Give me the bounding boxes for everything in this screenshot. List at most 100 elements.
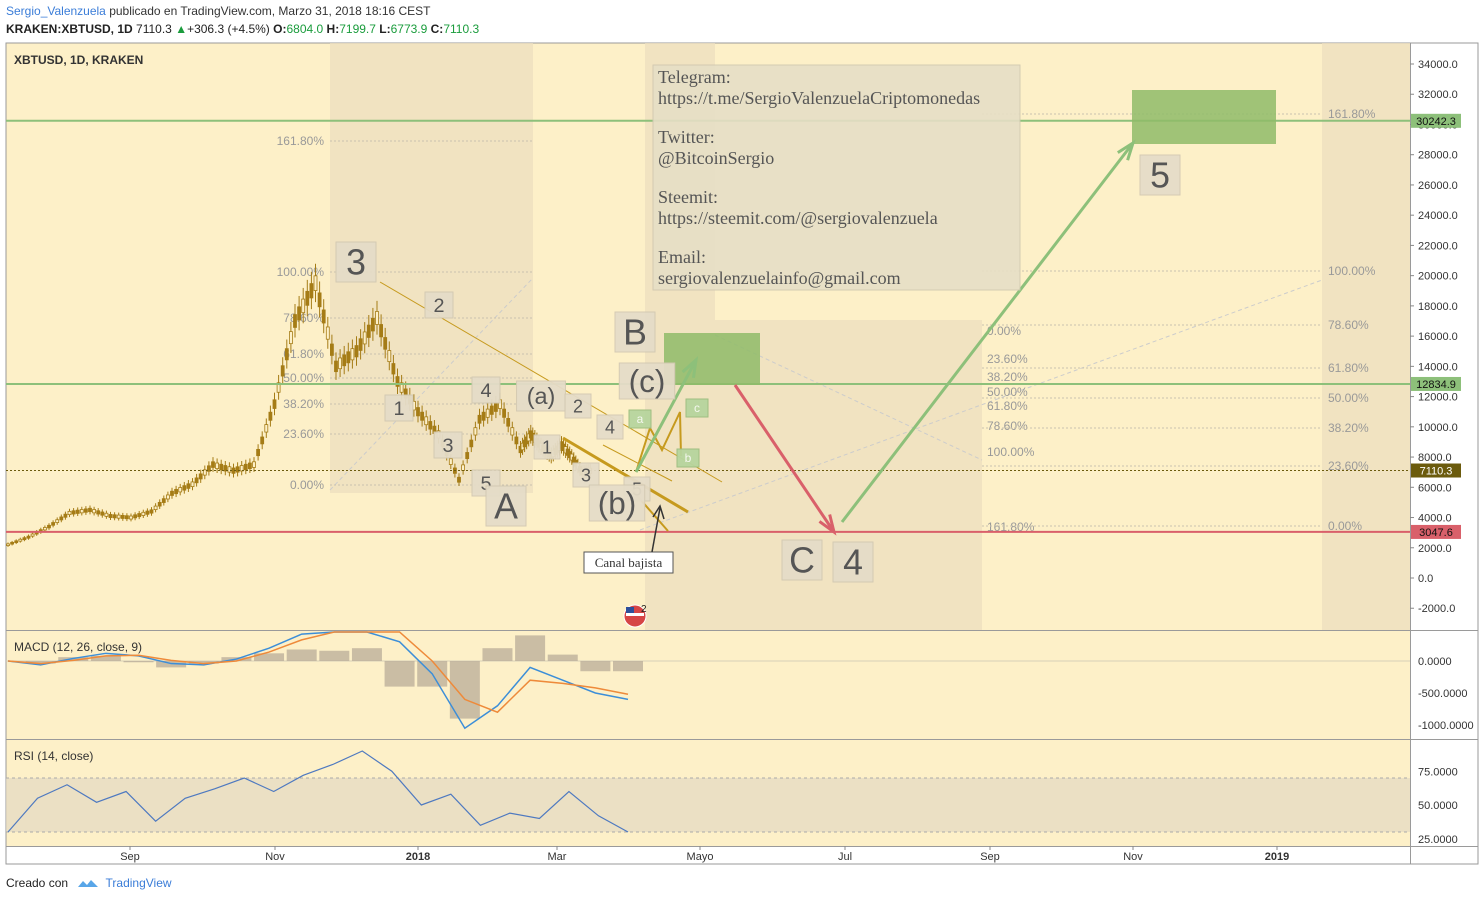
candle-body [223,465,228,472]
candle-body [186,483,191,489]
candle-body [514,436,519,445]
wave-label-box[interactable] [685,398,709,418]
time-tick-label: Mayo [687,851,714,863]
steemit-link[interactable]: https://steemit.com/@sergiovalenzuela [658,208,938,228]
wave-label: 5 [1150,155,1170,195]
bearish-arrow[interactable] [733,384,836,533]
fib-level-label: 38.20% [1328,421,1369,435]
candle-body [243,463,248,471]
wave-label-box[interactable] [676,448,700,468]
candle-body [420,411,425,421]
wave-label-box[interactable] [832,541,874,583]
macd-pane-title: MACD (12, 26, close, 9) [14,640,142,654]
target-zone-b[interactable] [664,333,760,385]
wave-label: (a) [527,383,556,409]
wave-label-box[interactable] [335,241,377,283]
macd-histogram-bar [515,635,546,661]
channel-line[interactable] [602,444,673,482]
fib-level-label: 50.00% [1328,391,1369,405]
fib-level-label: 23.60% [987,352,1028,366]
candle-body [342,354,347,367]
target-zone-5[interactable] [1132,90,1276,144]
candle-body [510,427,515,436]
candle-body [465,452,470,460]
price-level-tag-label: 7110.3 [1420,466,1453,478]
up-arrow-icon: ▲ [175,22,188,36]
price-tick-label: 22000.0 [1418,240,1458,252]
twitter-handle[interactable]: @BitcoinSergio [658,148,774,168]
candle-body [14,540,19,544]
chart-frame [5,42,1479,865]
footer: Creado con TradingView [6,876,172,890]
wave-label-box[interactable] [516,380,566,412]
author-link[interactable]: Sergio_Valenzuela [6,4,106,18]
candle-body [137,513,142,518]
candle-body [67,510,72,516]
channel-line[interactable] [562,436,689,514]
email-address[interactable]: sergiovalenzuelainfo@gmail.com [658,268,901,288]
steemit-label: Steemit: [658,187,718,207]
wave-label-box[interactable] [471,376,501,404]
wave-label-box[interactable] [628,409,652,429]
fib-level-label: 100.00% [987,445,1035,459]
price-level-tag-label: 30242.3 [1416,116,1456,128]
symbol-label: KRAKEN:XBTUSD, 1D [6,22,133,36]
macd-tick-label: 0.0000 [1418,656,1452,668]
tradingview-logo-icon[interactable] [77,878,99,890]
candle-body [309,283,314,299]
candle-body [276,382,281,393]
price-tick-label: 0.0 [1418,573,1433,585]
wave-label-box[interactable] [618,362,676,400]
wave-label-box[interactable] [424,291,454,319]
wave-label-box[interactable] [433,431,463,459]
projection-path[interactable] [635,411,682,473]
telegram-link[interactable]: https://t.me/SergioValenzuelaCriptomoned… [658,88,980,108]
candle-body [194,477,199,484]
high-value: 7199.7 [339,22,376,36]
wave-label-box[interactable] [384,394,414,422]
wave-label-box[interactable] [596,414,624,440]
candle-body [125,515,129,520]
wave-label-box[interactable] [614,311,656,353]
wave-label-box[interactable] [533,434,561,460]
price-axis[interactable] [1410,43,1478,846]
fib-level-label: 61.80% [1328,361,1369,375]
tradingview-link[interactable]: TradingView [105,876,172,890]
macd-tick-label: -500.0000 [1418,688,1468,700]
callout-arrow-head [652,504,665,520]
flag-icon-canton [626,607,634,613]
candle-body [280,365,285,377]
wave-label-box[interactable] [1139,154,1181,196]
time-axis[interactable] [6,846,1410,864]
fib-level-label: 100.00% [1328,264,1376,278]
wave-label-box[interactable] [781,539,823,581]
bullish-arrow[interactable] [634,359,698,473]
wave-label: 1 [542,437,552,457]
close-label: C: [430,22,444,36]
candle-body [79,509,84,514]
candle-body [284,348,289,361]
bullish-arrow[interactable] [840,142,1135,523]
candle-body [30,533,35,537]
fib-level-label: 38.20% [283,397,324,411]
candle-body [51,522,55,526]
candle-body [477,414,482,424]
symbol-header: KRAKEN:XBTUSD, 1D 7110.3 ▲+306.3 (+4.5%)… [6,22,479,36]
wave-label-box[interactable] [485,485,527,527]
candle-body [448,458,453,465]
macd-pane[interactable] [6,631,1410,739]
wave-label-box[interactable] [564,393,592,419]
price-change: +306.3 (+4.5%) [187,22,270,36]
candle-body [297,306,302,321]
wave-label-box[interactable] [588,484,646,522]
time-tick-label: 2019 [1265,851,1289,863]
wave-label-box[interactable] [572,462,600,488]
wave-label: 3 [442,435,453,457]
macd-histogram-bar [613,661,643,672]
fib-level-label: 23.60% [283,427,324,441]
candle-body [170,490,174,496]
price-tick-label: 8000.0 [1418,452,1452,464]
candle-body [350,348,355,361]
publish-header: Sergio_Valenzuela publicado en TradingVi… [6,4,431,18]
